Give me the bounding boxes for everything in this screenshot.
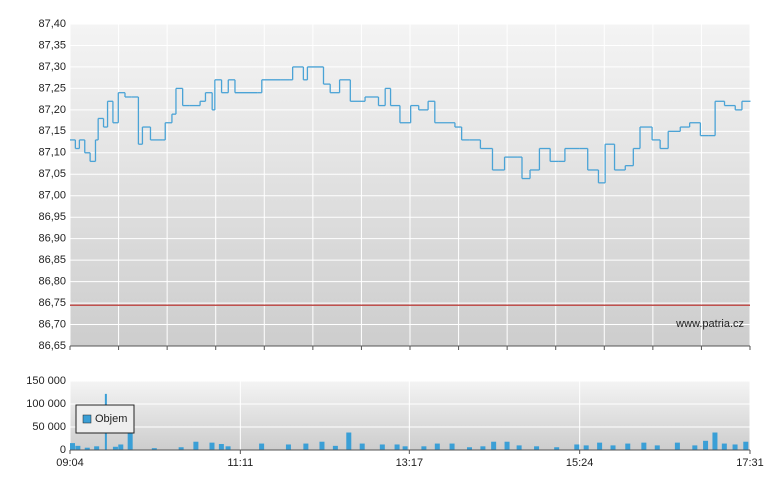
y-tick-label: 87,30 bbox=[38, 61, 66, 73]
volume-bar bbox=[259, 443, 265, 450]
y-tick-label: 87,15 bbox=[38, 125, 66, 137]
volume-bar bbox=[75, 445, 81, 450]
y-tick-label: 100 000 bbox=[26, 398, 66, 410]
volume-bar bbox=[178, 447, 184, 450]
volume-bar bbox=[127, 432, 133, 450]
x-tick-label: 17:31 bbox=[736, 457, 764, 469]
watermark: www.patria.cz bbox=[675, 318, 744, 330]
volume-bar bbox=[225, 446, 231, 450]
volume-bar bbox=[534, 446, 540, 450]
volume-bar bbox=[654, 445, 660, 450]
volume-bar bbox=[712, 432, 718, 450]
volume-bar bbox=[743, 441, 749, 450]
volume-bar bbox=[504, 441, 510, 450]
y-tick-label: 87,40 bbox=[38, 18, 66, 30]
volume-bar bbox=[151, 448, 157, 450]
volume-bar bbox=[379, 444, 385, 450]
y-tick-label: 0 bbox=[60, 444, 66, 456]
volume-bar bbox=[625, 443, 631, 450]
volume-bar bbox=[574, 444, 580, 450]
x-tick-label: 13:17 bbox=[396, 457, 424, 469]
volume-bar bbox=[554, 447, 560, 450]
volume-bar bbox=[721, 443, 727, 450]
volume-bar bbox=[209, 442, 215, 450]
volume-bar bbox=[70, 443, 75, 450]
volume-bar bbox=[94, 446, 100, 450]
volume-bar bbox=[218, 444, 224, 450]
volume-bar bbox=[692, 445, 698, 450]
volume-bar bbox=[112, 446, 118, 450]
y-tick-label: 87,05 bbox=[38, 168, 66, 180]
y-tick-label: 86,65 bbox=[38, 340, 66, 352]
volume-bar bbox=[516, 445, 522, 450]
x-tick-label: 11:11 bbox=[227, 457, 253, 469]
volume-bar bbox=[641, 442, 647, 450]
volume-bar bbox=[583, 445, 589, 450]
y-tick-label: 86,85 bbox=[38, 254, 66, 266]
volume-bar bbox=[346, 432, 352, 450]
volume-bar bbox=[118, 444, 124, 450]
y-tick-label: 86,70 bbox=[38, 318, 66, 330]
y-tick-label: 86,80 bbox=[38, 276, 66, 288]
volume-bar bbox=[421, 446, 427, 450]
volume-plot-area bbox=[70, 381, 750, 450]
y-tick-label: 87,00 bbox=[38, 190, 66, 202]
y-tick-label: 87,35 bbox=[38, 39, 66, 51]
volume-bar bbox=[193, 441, 199, 450]
volume-bar bbox=[491, 441, 497, 450]
volume-bar bbox=[610, 445, 616, 450]
volume-bar bbox=[703, 440, 709, 450]
y-tick-label: 50 000 bbox=[32, 421, 66, 433]
y-tick-label: 87,20 bbox=[38, 104, 66, 116]
volume-bar bbox=[285, 444, 291, 450]
y-tick-label: 87,10 bbox=[38, 147, 66, 159]
volume-bar bbox=[394, 444, 400, 450]
volume-bar bbox=[597, 442, 603, 450]
volume-bar bbox=[402, 446, 408, 450]
volume-bar bbox=[480, 446, 486, 450]
layer: 86,65 86,70 86,75 86,80 86,85 86,90 86,95 87,00… bbox=[26, 18, 764, 469]
volume-bar bbox=[332, 445, 338, 450]
y-tick-label: 150 000 bbox=[26, 375, 66, 387]
volume-bar bbox=[319, 441, 325, 450]
y-tick-label: 86,95 bbox=[38, 211, 66, 223]
volume-bar bbox=[434, 443, 440, 450]
legend-label: Objem bbox=[95, 413, 127, 425]
volume-bar bbox=[449, 443, 455, 450]
y-tick-label: 86,90 bbox=[38, 233, 66, 245]
volume-bar bbox=[303, 443, 309, 450]
y-tick-label: 87,25 bbox=[38, 82, 66, 94]
x-tick-label: 09:04 bbox=[56, 457, 84, 469]
legend-swatch bbox=[82, 414, 92, 424]
volume-bar bbox=[84, 447, 90, 450]
volume-bar bbox=[359, 443, 365, 450]
y-tick-label: 86,75 bbox=[38, 297, 66, 309]
volume-bar bbox=[467, 447, 473, 450]
volume-bar bbox=[674, 442, 680, 450]
x-tick-label: 15:24 bbox=[566, 457, 594, 469]
volume-bar bbox=[732, 444, 738, 450]
